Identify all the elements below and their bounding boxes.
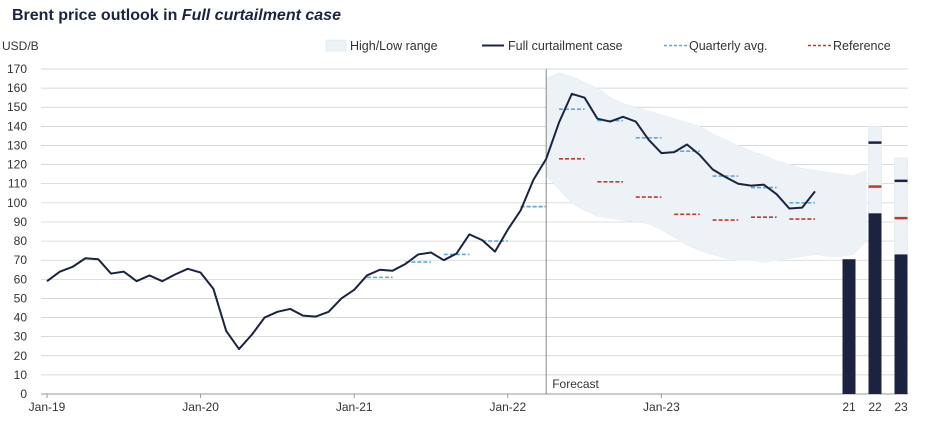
y-axis-ticks: 0 10 20 30 40 50 60 70 80 90 100 110 120 130 140 150 160… [7, 62, 27, 401]
y-tick-170: 170 [7, 62, 27, 76]
y-tick-90: 90 [14, 215, 28, 229]
y-tick-110: 110 [8, 177, 27, 191]
y-axis-label: USD/B [2, 39, 39, 53]
y-tick-40: 40 [14, 311, 28, 325]
x-tick-Jan-23: Jan-23 [643, 400, 680, 414]
bar-23 [894, 254, 908, 394]
bar-label-23: 23 [894, 400, 908, 414]
y-tick-10: 10 [14, 368, 28, 382]
y-tick-20: 20 [14, 349, 28, 363]
x-tick-Jan-22: Jan-22 [489, 400, 526, 414]
chart-title-text: Brent price outlook in [12, 7, 182, 24]
x-tick-Jan-20: Jan-20 [182, 400, 219, 414]
forecast-label: Forecast [552, 377, 599, 391]
x-axis: Jan-19 Jan-20 Jan-21 Jan-22 Jan-23 [29, 393, 908, 414]
y-tick-130: 130 [7, 138, 27, 152]
y-tick-150: 150 [7, 100, 27, 114]
legend-reference-label: Reference [833, 39, 891, 53]
bar-22-range [868, 126, 882, 214]
y-tick-100: 100 [7, 196, 27, 210]
bar-21 [842, 259, 856, 394]
chart-title: Brent price outlook in Full curtailment … [12, 7, 341, 24]
chart-title-emphasis: Full curtailment case [182, 7, 341, 24]
y-tick-0: 0 [20, 387, 27, 401]
range-band [545, 72, 867, 263]
y-tick-30: 30 [14, 330, 28, 344]
high-low-range [545, 72, 867, 263]
legend-range-label: High/Low range [350, 39, 438, 53]
legend: High/Low range Full curtailment case Qua… [325, 39, 891, 53]
x-tick-Jan-19: Jan-19 [29, 400, 66, 414]
x-tick-Jan-21: Jan-21 [336, 400, 373, 414]
legend-quarterly-label: Quarterly avg. [689, 39, 768, 53]
bar-23-range [894, 157, 908, 255]
y-tick-50: 50 [14, 291, 28, 305]
legend-range-swatch [325, 39, 347, 52]
bar-22 [868, 213, 882, 394]
main-case-polyline [46, 92, 816, 351]
annual-bars: 21 22 23 [842, 126, 908, 414]
y-tick-120: 120 [7, 158, 27, 172]
legend-main-label: Full curtailment case [508, 39, 623, 53]
y-tick-60: 60 [14, 272, 28, 286]
forecast-marker: Forecast [545, 69, 600, 394]
y-tick-80: 80 [14, 234, 28, 248]
main-case-line [46, 92, 816, 351]
bar-label-21: 21 [842, 400, 856, 414]
y-tick-140: 140 [7, 119, 27, 133]
bar-label-22: 22 [868, 400, 882, 414]
y-tick-70: 70 [14, 253, 28, 267]
y-tick-160: 160 [7, 81, 27, 95]
